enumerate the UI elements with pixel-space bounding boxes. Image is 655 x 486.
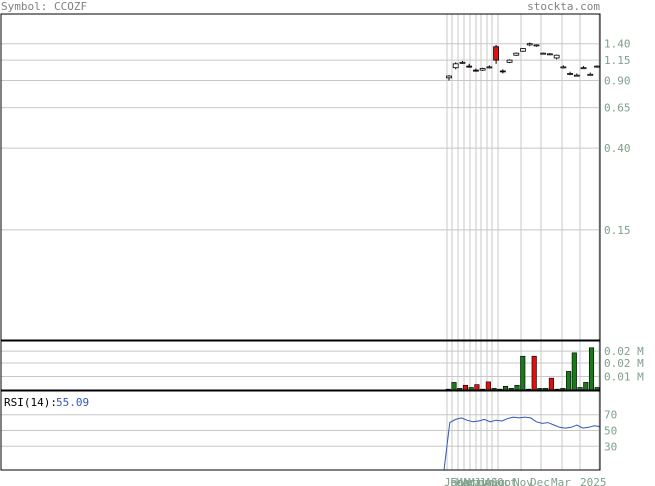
volume-bar [583,382,589,391]
candle-body [547,53,553,56]
candle-body [506,59,513,63]
volume-tick-label: 0.02 M [604,357,644,370]
rsi-tick-label: 70 [604,409,617,422]
candle-body [479,68,486,71]
candle-body [452,63,459,69]
candle-body [473,69,479,72]
x-tick-label: Mar [456,476,476,486]
x-tick-label: May [468,476,488,486]
candle-body [486,66,493,69]
price-tick-label: 0.65 [604,102,631,115]
candle-body [466,65,473,68]
rsi-title: RSI(14): [4,396,57,409]
candle-body [560,66,567,69]
x-tick-label: 2025 [580,476,607,486]
volume-tick-label: 0.01 M [604,370,644,383]
candle-body [567,73,573,75]
price-tick-label: 1.40 [604,38,631,51]
candle-body [573,74,580,77]
x-tick-label: Sep [491,476,511,486]
x-tick-label: Jan [444,476,464,486]
price-tick-label: 0.40 [604,142,631,155]
x-tick-label: Jun [474,476,494,486]
x-tick-label: Feb [450,476,470,486]
x-tick-label: Dec [530,476,550,486]
rsi-panel: RSI(14): 55.09 70 50 30 [0,390,617,471]
rsi-tick-label: 50 [604,425,617,438]
x-tick-label: Oct [497,476,517,486]
volume-bar [451,382,457,391]
price-tick-label: 1.15 [604,54,631,67]
volume-bar [588,347,595,391]
volume-bar [520,355,526,391]
volume-bar [566,371,572,391]
candle-body [533,44,540,47]
volume-bar [571,352,577,391]
volume-bar [485,381,491,391]
volume-bar [514,384,520,391]
candle-body [446,75,452,79]
price-tick-label: 0.90 [604,75,631,88]
symbol-label: Symbol: CCOZF [1,0,88,13]
rsi-tick-label: 30 [604,440,617,453]
candle-body [499,70,506,73]
candle-body [587,73,594,76]
candle-body [459,61,466,64]
candle-body [513,52,520,56]
x-tick-label: Nov [513,476,533,486]
volume-bar [503,385,509,391]
x-tick-label: Apr [462,476,482,486]
volume-bar [531,355,537,391]
x-tick-label: Aug [485,476,505,486]
rsi-line [443,416,601,471]
volume-bar [548,377,554,391]
price-panel: 1.40 1.15 0.90 0.65 0.40 0.15 [0,13,631,341]
candle-body [520,48,526,52]
volume-tick-label: 0.02 M [604,345,644,358]
x-tick-label: Jul [479,476,499,486]
volume-panel: 0.02 M0.02 M0.01 M [0,340,644,391]
candle-body [493,46,499,61]
candle-body [553,54,560,59]
panel-frame [0,340,601,391]
volume-bar [474,384,480,391]
candle-body [526,43,533,46]
candle-body [594,65,600,68]
rsi-value: 55.09 [56,396,89,409]
volume-bar [462,384,468,391]
site-name[interactable]: stockta.com [527,0,600,13]
candle-body [540,52,547,55]
panel-frame [0,13,601,341]
candle-body [580,67,587,70]
price-tick-label: 0.15 [604,224,631,237]
x-tick-label: Mar [551,476,571,486]
panel-frame [0,390,601,471]
